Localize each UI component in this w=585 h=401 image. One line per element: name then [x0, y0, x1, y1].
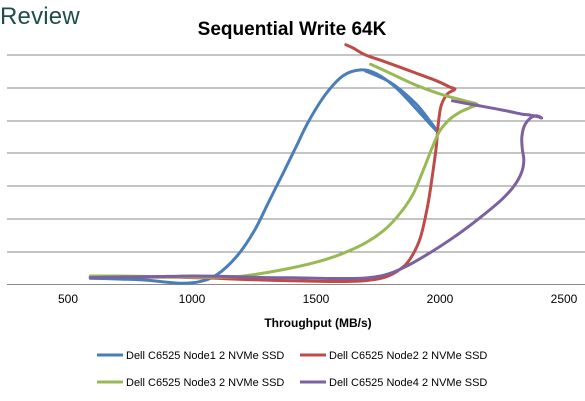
gridlines	[7, 54, 585, 253]
legend: Dell C6525 Node1 2 NVMe SSD Dell C6525 No…	[97, 350, 487, 389]
x-tick-label: 2500	[551, 292, 578, 306]
series-line-node1	[88, 68, 439, 285]
chart-title: Sequential Write 64K	[198, 19, 387, 40]
legend-label: Dell C6525 Node1 2 NVMe SSD	[126, 350, 284, 362]
x-tick-label: 2000	[427, 292, 454, 306]
x-tick-label: 1500	[303, 292, 330, 306]
x-tick-label: 1000	[179, 292, 206, 306]
series-line-node2	[88, 43, 457, 284]
series-line-node4	[88, 99, 544, 281]
legend-label: Dell C6525 Node3 2 NVMe SSD	[126, 377, 284, 389]
x-tick-label: 500	[58, 292, 78, 306]
legend-label: Dell C6525 Node2 2 NVMe SSD	[329, 350, 487, 362]
legend-label: Dell C6525 Node4 2 NVMe SSD	[329, 377, 487, 389]
legend-item-node2: Dell C6525 Node2 2 NVMe SSD	[300, 350, 487, 362]
x-tick-labels: 500 1000 1500 2000 2500	[58, 292, 578, 306]
legend-item-node1: Dell C6525 Node1 2 NVMe SSD	[97, 350, 284, 362]
x-axis-label: Throughput (MB/s)	[264, 316, 371, 330]
legend-item-node3: Dell C6525 Node3 2 NVMe SSD	[97, 377, 284, 389]
series-lines	[88, 43, 544, 285]
review-watermark: Review	[0, 3, 80, 30]
legend-item-node4: Dell C6525 Node4 2 NVMe SSD	[300, 377, 487, 389]
